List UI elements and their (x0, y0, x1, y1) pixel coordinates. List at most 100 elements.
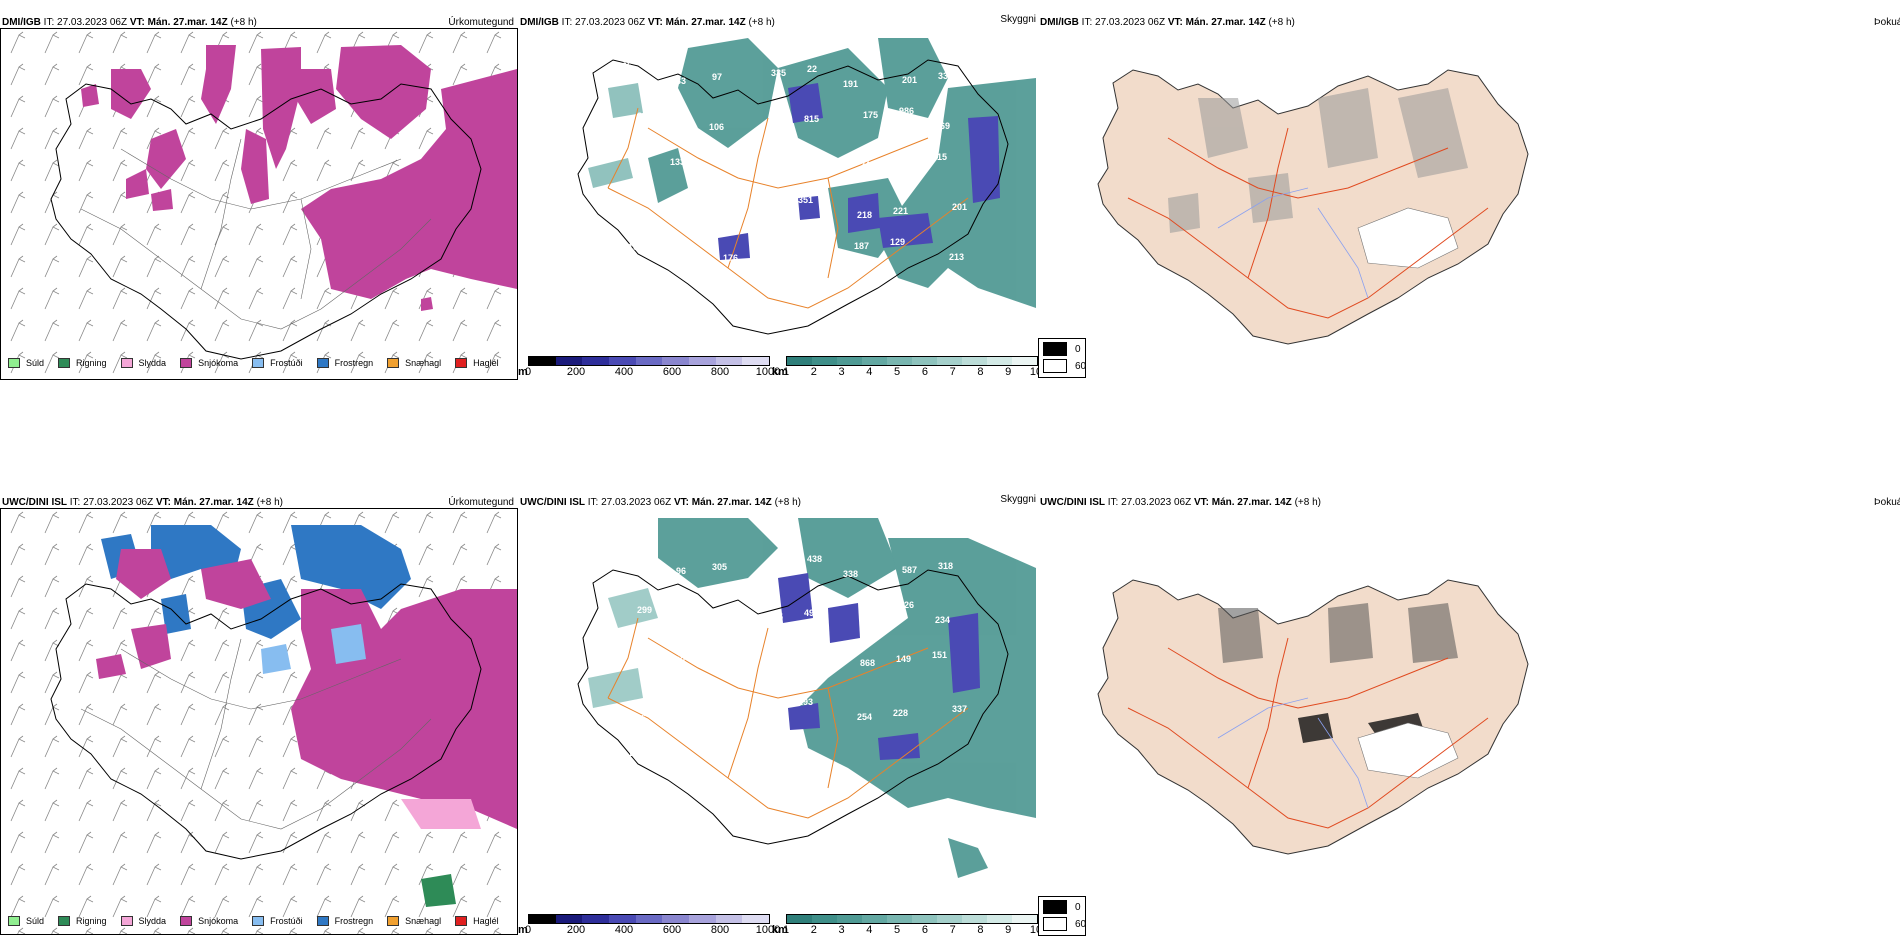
colorbar-swatch (715, 915, 743, 923)
visibility-value-label: 351 (798, 195, 813, 205)
fog-legend: 0 60 (1038, 338, 1086, 378)
visibility-value-label: 285 (896, 156, 911, 166)
visibility-value-label: 438 (807, 554, 822, 564)
colorbar-tick-label: 3 (838, 924, 845, 936)
colorbar-unit-m: m (518, 924, 528, 936)
visibility-value-label: 183 (768, 118, 783, 128)
colorbar-swatch (987, 915, 1012, 923)
visibility-map: 105 33 97 335 22 191 201 339 315 106 106 183 815 175 9… (548, 28, 1036, 346)
visibility-value-label: 318 (938, 561, 953, 571)
visibility-value-label: 868 (860, 658, 875, 668)
legend-swatch (1043, 359, 1067, 373)
legend-swatch (180, 916, 193, 926)
legend-item: Snjókoma (180, 358, 238, 368)
colorbar-swatches-m (528, 914, 770, 924)
legend-item: Haglél (455, 358, 499, 368)
legend-swatch (58, 916, 71, 926)
visibility-value-label: 187 (854, 241, 869, 251)
colorbar-swatch (887, 915, 912, 923)
legend-item: Súld (8, 916, 44, 926)
legend-swatch (120, 358, 133, 368)
legend-item: Rigning (58, 358, 107, 368)
colorbar-tick-label: 1 (782, 924, 790, 936)
visibility-value-label: 174 (801, 164, 816, 174)
colorbar-tick-label: 6 (921, 366, 928, 378)
colorbar-swatch (529, 357, 556, 365)
visibility-value-label: 238 (709, 616, 724, 626)
colorbar-tick-label: 1000 (755, 924, 781, 936)
colorbar-swatch (635, 915, 663, 923)
colorbar-swatch (912, 357, 937, 365)
colorbar-tick-label: 400 (614, 924, 634, 936)
legend-swatch (316, 358, 329, 368)
colorbar-tick-label: 1 (782, 366, 790, 378)
fog-legend-item: 60 (1043, 359, 1086, 373)
colorbar-swatch (662, 915, 690, 923)
visibility-value-label: 220 (670, 655, 685, 665)
visibility-value-label: 222 (726, 203, 741, 213)
precip-legend: Súld Rigning Slydda Snjókoma Frostúði Fr… (8, 916, 513, 926)
colorbar-tick-label: 7 (949, 924, 956, 936)
legend-swatch (1043, 917, 1067, 931)
panel-title: UWC/DINI ISL IT: 27.03.2023 06Z VT: Mán.… (2, 497, 283, 508)
visibility-value-label: 119 (762, 701, 777, 711)
colorbar-swatch (715, 357, 743, 365)
visibility-colorbar-km: km 1 2 3 4 5 6 7 8 9 10 (772, 914, 1042, 938)
legend-item: Slydda (120, 358, 166, 368)
visibility-value-label: 228 (893, 708, 908, 718)
visibility-value-label: 315 (637, 111, 652, 121)
colorbar-swatch (662, 357, 690, 365)
colorbar-swatch (987, 357, 1012, 365)
colorbar-tick-label: 600 (662, 366, 682, 378)
colorbar-tick-label: 3 (838, 366, 845, 378)
colorbar-swatch (862, 357, 887, 365)
legend-swatch (387, 358, 400, 368)
visibility-value-label: 145 (664, 238, 679, 248)
colorbar-tick-label: 2 (810, 366, 817, 378)
colorbar-tick-label: 5 (894, 924, 901, 936)
visibility-value-label: 335 (771, 68, 786, 78)
legend-swatch (455, 358, 468, 368)
visibility-value-label: 305 (712, 562, 727, 572)
visibility-value-label: 153 (634, 161, 649, 171)
visibility-colorbar-m: m 0 200 400 600 800 1000 (518, 356, 780, 380)
visibility-value-label: 97 (712, 72, 722, 82)
colorbar-swatch (635, 357, 663, 365)
legend-item: Frostregn (316, 916, 373, 926)
colorbar-swatch (609, 915, 636, 923)
legend-swatch (1043, 900, 1067, 914)
visibility-value-label: 293 (798, 697, 813, 707)
panel-name: Skyggni (1000, 494, 1036, 505)
visibility-value-label: 96 (676, 566, 686, 576)
colorbar-swatch (529, 915, 556, 923)
visibility-value-label: 986 (899, 106, 914, 116)
panel-title: UWC/DINI ISL IT: 27.03.2023 06Z VT: Mán.… (520, 497, 801, 508)
colorbar-unit-km: km (772, 366, 788, 378)
visibility-value-label: 491 (804, 608, 819, 618)
visibility-value-label: 244 (860, 160, 875, 170)
visibility-value-label: 114 (664, 744, 679, 754)
colorbar-tick-label: 4 (866, 924, 873, 936)
colorbar-tick-label: 0 (524, 924, 532, 936)
panel-name: Þokuábendi (1874, 497, 1900, 508)
colorbar-tick-label: 800 (710, 924, 730, 936)
visibility-value-label: 337 (952, 704, 967, 714)
colorbar-tick-label: 5 (894, 366, 901, 378)
visibility-value-label: 201 (952, 202, 967, 212)
colorbar-swatch (555, 357, 583, 365)
visibility-value-label: 176 (723, 253, 738, 263)
panel-name: Úrkomutegund (448, 497, 514, 508)
visibility-panel-row1: DMI/IGB IT: 27.03.2023 06Z VT: Mán. 27.m… (518, 14, 1042, 380)
colorbar-swatches-km (786, 356, 1038, 366)
colorbar-swatch (837, 357, 862, 365)
visibility-value-label: 338 (843, 569, 858, 579)
colorbar-swatch (689, 357, 716, 365)
legend-item: Rigning (58, 916, 107, 926)
legend-item: Snæhagl (387, 916, 441, 926)
colorbar-swatch (812, 357, 837, 365)
visibility-value-label: 326 (899, 600, 914, 610)
visibility-value-label: 208 (765, 647, 780, 657)
legend-swatch (252, 358, 265, 368)
fog-legend-item: 0 (1043, 342, 1081, 356)
visibility-value-label: 234 (935, 615, 950, 625)
